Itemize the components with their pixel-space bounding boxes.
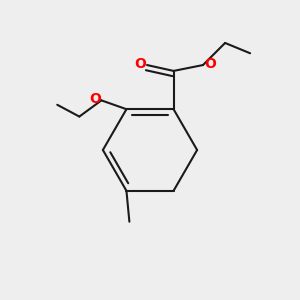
- Text: O: O: [204, 57, 216, 70]
- Text: O: O: [89, 92, 101, 106]
- Text: O: O: [134, 57, 146, 70]
